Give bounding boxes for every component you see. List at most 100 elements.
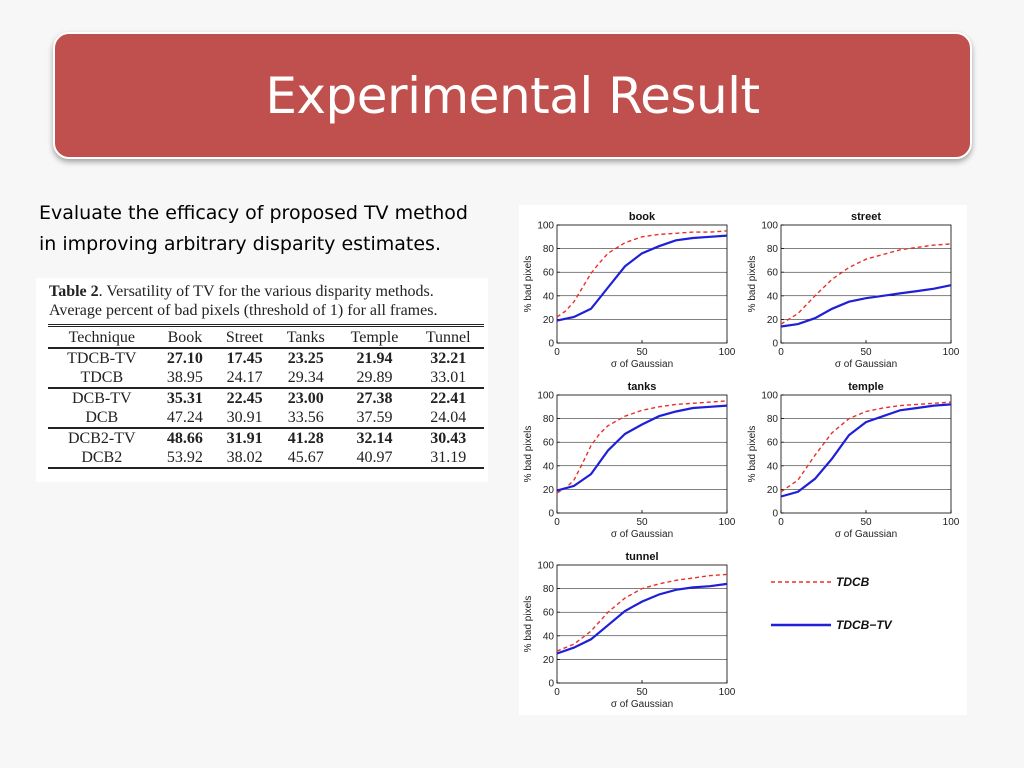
charts-panel: 0 20 40 60 80 100 0 50 100 book σ of Gaussian % bad… (519, 205, 967, 715)
x-tick-label: 50 (636, 687, 648, 698)
value-cell: 24.17 (226, 369, 263, 386)
y-tick-label: 20 (543, 315, 555, 326)
series-line-tdcb-tv (780, 403, 952, 498)
table-header-row: Technique Book Street Tanks Temple Tunne… (48, 325, 484, 348)
value-cell: 33.01 (430, 369, 467, 386)
y-tick-label: 60 (543, 608, 555, 619)
value-cell: 29.34 (287, 369, 324, 386)
series-line-tdcb (556, 230, 728, 318)
column-header: Book (167, 328, 203, 346)
y-tick-label: 20 (767, 315, 779, 326)
y-tick-label: 60 (543, 268, 555, 279)
results-table-panel: Table 2. Versatility of TV for the vario… (36, 278, 488, 482)
x-tick-label: 100 (719, 687, 736, 698)
plot-frame (556, 564, 728, 684)
y-tick-label: 0 (772, 509, 778, 520)
x-tick-label: 0 (554, 687, 560, 698)
y-tick-label: 0 (548, 679, 554, 690)
value-cell: 27.10 (166, 350, 203, 367)
x-axis-label: σ of Gaussian (835, 359, 897, 370)
value-cell: 30.91 (226, 409, 263, 426)
title-banner: Experimental Result (53, 32, 972, 159)
chart-tunnel: 0 20 40 60 80 100 0 50 100 tunnel σ of Gaussian % b… (523, 551, 736, 710)
x-tick-label: 50 (860, 517, 872, 528)
chart-title: tunnel (626, 551, 659, 563)
technique-cell: TDCB (80, 369, 124, 386)
plot-frame (780, 224, 952, 344)
value-cell: 45.67 (287, 449, 324, 466)
y-tick-label: 20 (543, 655, 555, 666)
chart-title: temple (848, 381, 883, 393)
series-line-tdcb (780, 401, 952, 493)
x-axis-label: σ of Gaussian (611, 359, 673, 370)
y-tick-label: 100 (761, 391, 778, 402)
intro-text: Evaluate the efficacy of proposed TV met… (39, 198, 519, 260)
table-caption-text: . Versatility of TV for the various disp… (98, 283, 434, 300)
value-cell: 23.25 (287, 350, 324, 367)
y-tick-label: 60 (767, 268, 779, 279)
column-header: Street (225, 328, 264, 346)
value-cell: 32.21 (430, 350, 467, 367)
x-axis-label: σ of Gaussian (611, 529, 673, 540)
table-row: TDCB 38.95 24.17 29.34 29.89 33.01 (48, 368, 484, 388)
column-header: Tunnel (425, 328, 471, 346)
chart-title: tanks (628, 381, 657, 393)
chart-title: street (851, 211, 881, 223)
y-tick-label: 80 (543, 584, 555, 595)
plot-frame (556, 394, 728, 514)
y-tick-label: 80 (543, 414, 555, 425)
y-tick-label: 100 (537, 391, 554, 402)
chart-legend: TDCB TDCB−TV (771, 575, 893, 632)
value-cell: 29.89 (356, 369, 393, 386)
y-axis-label: % bad pixels (747, 426, 758, 483)
value-cell: 24.04 (430, 409, 467, 426)
y-tick-label: 40 (543, 291, 555, 302)
x-axis-label: σ of Gaussian (611, 699, 673, 710)
series-line-tdcb-tv (780, 284, 952, 328)
y-tick-label: 0 (548, 339, 554, 350)
charts-figure: 0 20 40 60 80 100 0 50 100 book σ of Gaussian % bad… (523, 211, 960, 710)
value-cell: 32.14 (356, 430, 393, 447)
y-axis-label: % bad pixels (747, 256, 758, 313)
value-cell: 47.24 (166, 409, 203, 426)
plot-frame (780, 394, 952, 514)
value-cell: 17.45 (226, 350, 263, 367)
y-tick-label: 60 (543, 438, 555, 449)
value-cell: 48.66 (166, 430, 203, 447)
y-tick-label: 0 (548, 509, 554, 520)
plot-frame (556, 224, 728, 344)
y-tick-label: 20 (767, 485, 779, 496)
value-cell: 40.97 (356, 449, 393, 466)
results-table: Technique Book Street Tanks Temple Tunne… (48, 324, 484, 469)
table-caption-label: Table 2 (49, 283, 99, 300)
chart-title: book (629, 211, 656, 223)
y-axis-label: % bad pixels (523, 596, 534, 653)
series-line-tdcb-tv (556, 234, 728, 322)
value-cell: 53.92 (166, 449, 203, 466)
y-tick-label: 80 (543, 244, 555, 255)
table-row: DCB2 53.92 38.02 45.67 40.97 31.19 (48, 448, 484, 468)
y-tick-label: 40 (543, 461, 555, 472)
value-cell: 21.94 (356, 350, 393, 367)
x-tick-label: 100 (943, 347, 960, 358)
technique-cell: TDCB-TV (67, 350, 137, 367)
y-tick-label: 100 (537, 561, 554, 572)
technique-cell: DCB2-TV (68, 430, 136, 447)
table-row: DCB 47.24 30.91 33.56 37.59 24.04 (48, 408, 484, 428)
legend-label: TDCB (836, 575, 870, 589)
column-header: Technique (68, 328, 135, 346)
value-cell: 38.02 (226, 449, 263, 466)
x-tick-label: 100 (943, 517, 960, 528)
value-cell: 27.38 (356, 390, 393, 407)
x-tick-label: 0 (554, 347, 560, 358)
value-cell: 41.28 (287, 430, 324, 447)
x-tick-label: 50 (860, 347, 872, 358)
table-row: DCB-TV 35.31 22.45 23.00 27.38 22.41 (48, 388, 484, 408)
series-line-tdcb (780, 243, 952, 325)
y-tick-label: 20 (543, 485, 555, 496)
series-line-tdcb (556, 573, 728, 652)
value-cell: 22.45 (226, 390, 263, 407)
chart-street: 0 20 40 60 80 100 0 50 100 street σ of Gaussian % b… (747, 211, 960, 370)
y-tick-label: 100 (537, 221, 554, 232)
table-row: TDCB-TV 27.10 17.45 23.25 21.94 32.21 (48, 348, 484, 368)
